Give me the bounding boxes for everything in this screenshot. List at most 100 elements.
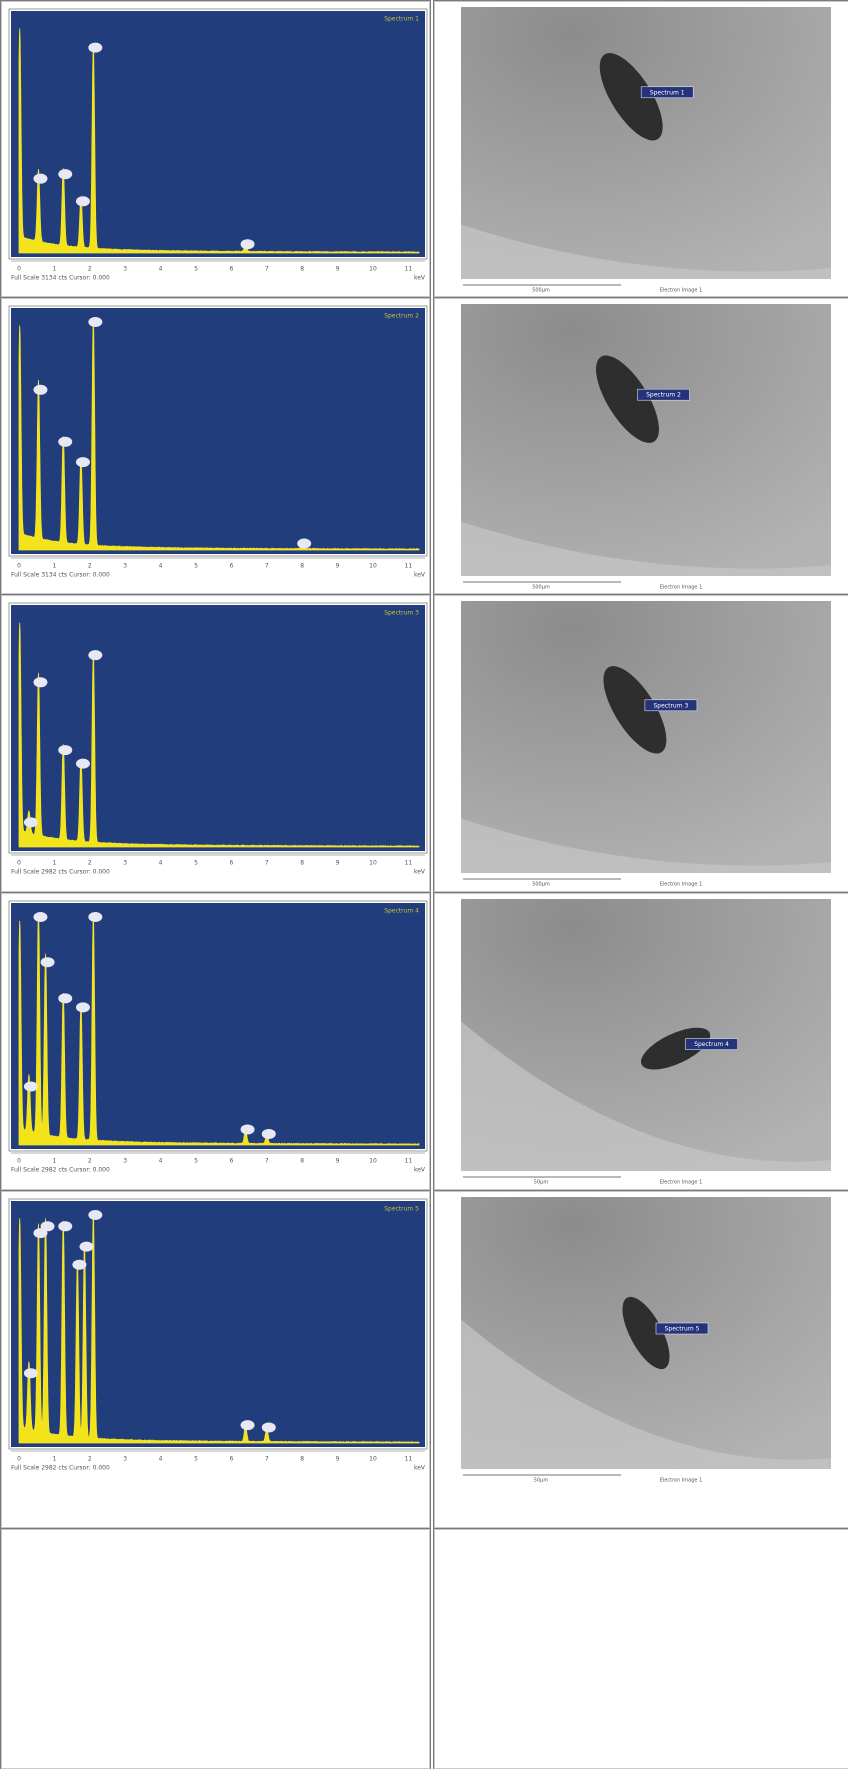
spot-label: Spectrum 1 <box>650 89 685 96</box>
peak-label <box>24 817 38 827</box>
electron-image: Spectrum 2 500µm Electron Image 1 <box>434 302 848 592</box>
image-caption: Electron Image 1 <box>660 288 703 294</box>
spectrum-title: Spectrum 4 <box>384 908 419 915</box>
x-tick-label: 10 <box>369 1456 377 1463</box>
axis-unit: keV <box>414 572 426 579</box>
x-tick-label: 4 <box>159 266 163 273</box>
peak-label <box>24 1082 38 1092</box>
spectrum: Spectrum 50 1 2 3 4 5 6 7 8 9 10 11keVFull Scale 29… <box>5 1195 430 1485</box>
x-tick-label: 2 <box>88 563 92 570</box>
peak-label <box>72 1260 86 1270</box>
peak-label <box>76 759 90 769</box>
x-tick-label: 5 <box>194 563 198 570</box>
peak-label <box>58 993 72 1003</box>
table-cell: Spectrum 5 50µm Electron Image 1 <box>433 1190 848 1529</box>
x-tick-label: 9 <box>336 1158 340 1165</box>
x-tick-label: 3 <box>123 1158 127 1165</box>
peak-label <box>58 437 72 447</box>
x-tick-label: 0 <box>17 1456 21 1463</box>
scale-label: 500µm <box>532 585 550 591</box>
scale-label: 50µm <box>534 1478 549 1484</box>
x-tick-label: 8 <box>300 1456 304 1463</box>
peak-label <box>262 1129 276 1139</box>
image-caption: Electron Image 1 <box>660 882 703 888</box>
peak-label <box>24 1368 38 1378</box>
photo <box>461 7 831 279</box>
peak-label <box>33 385 47 395</box>
x-tick-label: 9 <box>336 266 340 273</box>
x-tick-label: 4 <box>159 563 163 570</box>
scale-label: 500µm <box>532 882 550 888</box>
peak-label <box>79 1242 93 1252</box>
x-tick-label: 2 <box>88 266 92 273</box>
x-tick-label: 8 <box>300 563 304 570</box>
x-tick-label: 8 <box>300 860 304 867</box>
x-tick-label: 0 <box>17 563 21 570</box>
peak-label <box>88 317 102 327</box>
spot-label: Spectrum 5 <box>665 1326 700 1333</box>
peak-label <box>88 43 102 53</box>
peak-label <box>88 1210 102 1220</box>
x-tick-label: 5 <box>194 860 198 867</box>
x-tick-label: 10 <box>369 1158 377 1165</box>
electron-image: Spectrum 1 500µm Electron Image 1 <box>434 5 848 295</box>
x-tick-label: 3 <box>123 563 127 570</box>
peak-label <box>58 169 72 179</box>
peak-label <box>58 745 72 755</box>
table-cell: Spectrum 3 0 1 2 3 4 5 6 7 8 9 10 11 keV Full Scale 29… <box>0 594 431 893</box>
x-tick-label: 1 <box>52 1456 56 1463</box>
peak-label <box>297 538 311 548</box>
table-cell <box>433 1528 848 1769</box>
peak-label <box>76 196 90 206</box>
x-tick-label: 8 <box>300 266 304 273</box>
table-cell <box>0 1528 431 1769</box>
electron-image: Spectrum 3 500µm Electron Image 1 <box>434 599 848 889</box>
x-tick-label: 8 <box>300 1158 304 1165</box>
spectrum-plot <box>11 1201 425 1447</box>
table-cell: Spectrum 4 0 1 2 3 4 5 6 7 8 9 10 11 keV Full Scale 29… <box>0 892 431 1191</box>
x-tick-label: 11 <box>405 563 413 570</box>
peak-label <box>33 677 47 687</box>
spectrum-footer: Full Scale 2982 cts Cursor: 0.000 <box>11 869 110 876</box>
x-tick-label: 6 <box>229 266 233 273</box>
spectrum-plot <box>11 605 425 851</box>
x-tick-label: 1 <box>52 563 56 570</box>
electron-image: Spectrum 5 50µm Electron Image 1 <box>434 1195 848 1485</box>
x-tick-label: 6 <box>229 1456 233 1463</box>
axis-unit: keV <box>414 1465 426 1472</box>
peak-label <box>241 1420 255 1430</box>
x-tick-label: 4 <box>159 1158 163 1165</box>
x-tick-label: 10 <box>369 860 377 867</box>
x-tick-label: 5 <box>194 1158 198 1165</box>
x-tick-label: 6 <box>229 860 233 867</box>
x-tick-label: 4 <box>159 860 163 867</box>
spectrum-footer: Full Scale 3134 cts Cursor: 0.000 <box>11 275 110 282</box>
table-cell: Spectrum 2 500µm Electron Image 1 <box>433 297 848 595</box>
x-tick-label: 7 <box>265 1158 269 1165</box>
spectrum-footer: Full Scale 3134 cts Cursor: 0.000 <box>11 572 110 579</box>
x-tick-label: 9 <box>336 1456 340 1463</box>
x-tick-label: 1 <box>52 266 56 273</box>
x-tick-label: 6 <box>229 1158 233 1165</box>
table-cell: Spectrum 2 0 1 2 3 4 5 6 7 8 9 10 11 keV Full Scale 31… <box>0 297 431 595</box>
x-tick-label: 1 <box>52 1158 56 1165</box>
axis-unit: keV <box>414 275 426 282</box>
peak-label <box>76 1002 90 1012</box>
scale-label: 50µm <box>534 1180 549 1186</box>
x-tick-label: 5 <box>194 266 198 273</box>
image-caption: Electron Image 1 <box>660 585 703 591</box>
x-tick-label: 2 <box>88 1456 92 1463</box>
peak-label <box>88 912 102 922</box>
axis-unit: keV <box>414 1167 426 1174</box>
x-tick-label: 3 <box>123 266 127 273</box>
x-tick-label: 1 <box>52 860 56 867</box>
image-caption: Electron Image 1 <box>660 1180 703 1186</box>
image-caption: Electron Image 1 <box>660 1478 703 1484</box>
spectrum-title: Spectrum 5 <box>384 1206 419 1213</box>
x-tick-label: 7 <box>265 266 269 273</box>
x-tick-label: 5 <box>194 1456 198 1463</box>
peak-label <box>33 174 47 184</box>
x-tick-label: 2 <box>88 860 92 867</box>
spectrum-plot <box>11 903 425 1149</box>
x-tick-label: 11 <box>405 1456 413 1463</box>
